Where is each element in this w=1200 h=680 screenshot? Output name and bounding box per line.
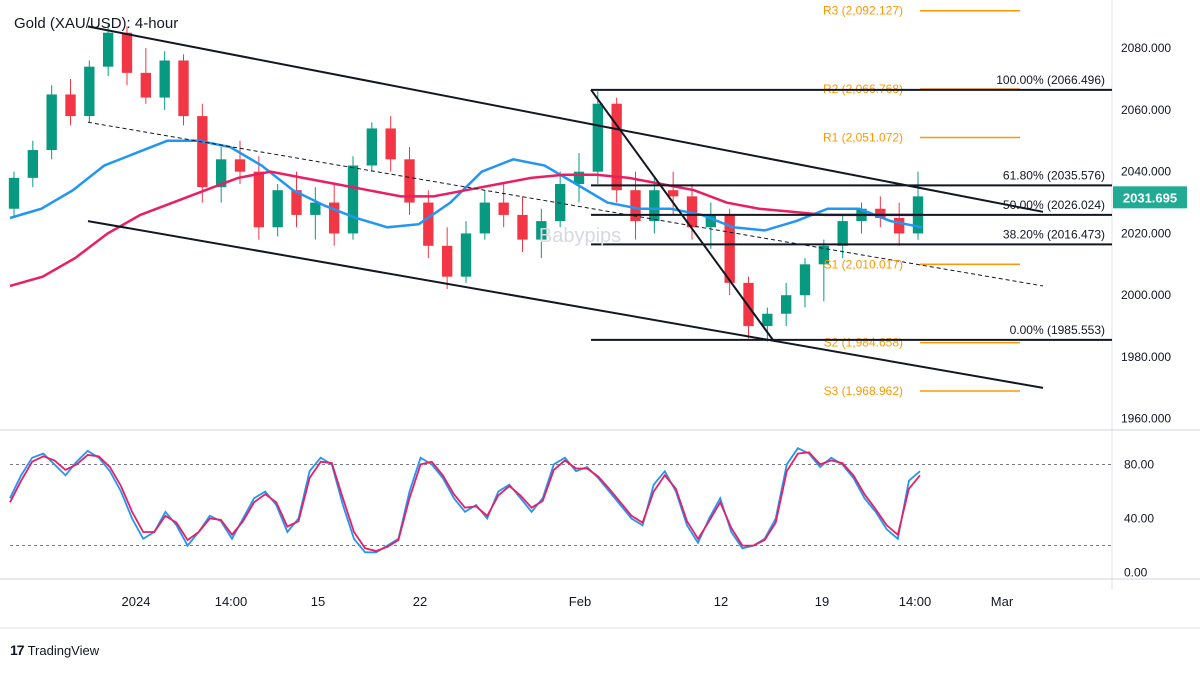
fib-level-label: 0.00% (1985.553) [1010,323,1105,337]
candle-body [102,32,114,67]
fib-level-label: 61.80% (2035.576) [1003,168,1105,182]
candle-body [234,159,246,172]
candle-body [536,221,547,240]
candle-body [705,214,717,228]
price-tick-label: 2060.000 [1121,103,1171,117]
time-tick-label: 19 [815,594,829,609]
candle-body [178,60,189,117]
ma-slow-line [9,170,922,288]
candle-body [818,245,830,265]
candle-body [875,208,886,218]
candle-body [27,150,39,178]
candle-body [498,202,509,215]
candle-body [611,103,622,191]
chart-title: Gold (XAU/USD): 4-hour [14,15,178,32]
candle-body [743,282,754,327]
candle-body [366,128,378,166]
channel-upper-line [87,25,1044,213]
candle-body [780,295,792,314]
candle-body [762,313,773,327]
pivot-level-label: R3 (2,092.127) [823,4,903,18]
time-tick-label: 14:00 [899,594,932,609]
osc-tick-label: 40.00 [1124,512,1154,526]
candle-body [253,171,265,228]
candle-body [385,128,396,160]
osc-series-line [9,451,921,552]
candle-body [724,214,735,283]
footer: 17 TradingView [10,641,99,659]
time-tick-label: 12 [714,594,728,609]
candle-body [893,218,905,234]
time-tick-label: 15 [311,594,325,609]
candle-body [667,190,679,197]
candle-body [460,233,472,277]
candle-body [121,32,133,73]
osc-series-line [9,447,921,554]
pivot-level-label: S3 (1,968.962) [824,384,903,398]
osc-tick-label: 0.00 [1124,566,1148,580]
candle-body [65,94,76,117]
time-tick-label: 2024 [122,594,151,609]
price-tick-label: 1980.000 [1121,350,1171,364]
price-tick-label: 1960.000 [1121,412,1171,426]
channel-mid-line [87,121,1044,287]
pivot-level-label: R1 (2,051.072) [823,130,903,144]
fib-level-label: 50.00% (2026.024) [1003,198,1105,212]
candle-body [441,245,453,277]
tradingview-logo-icon: 17 [10,642,25,658]
fib-level-label: 100.00% (2066.496) [996,73,1105,87]
candle-body [630,190,641,222]
candle-body [347,165,359,234]
candle-body [517,214,528,240]
pivot-level-label: S1 (2,010.017) [824,257,903,271]
last-price-label: 2031.695 [1123,190,1177,205]
time-tick-label: Feb [569,594,591,609]
ma-fast-line [9,139,923,232]
candle-body [310,202,321,215]
candle-body [215,159,227,188]
brand-label: TradingView [27,642,100,658]
candle-body [573,171,585,185]
candle-body [554,184,566,222]
candle-body [837,221,848,246]
last-price-badge [1113,186,1187,209]
candle-body [799,264,811,296]
candle-body [197,116,208,188]
watermark: Babypips [539,225,621,247]
price-tick-label: 2000.000 [1121,288,1171,302]
candle-body [84,66,95,117]
candle-body [159,60,170,98]
channel-lower-line [87,220,1044,389]
time-tick-label: Mar [991,594,1014,609]
candle-body [404,159,415,203]
candle-body [46,94,57,151]
candle-body [140,72,152,98]
candle-body [479,202,491,234]
candle-body [328,202,340,234]
time-tick-label: 22 [413,594,427,609]
candle-body [8,177,20,209]
price-tick-label: 2040.000 [1121,165,1171,179]
candle-body [649,190,660,222]
price-tick-label: 2020.000 [1121,226,1171,240]
candle-body [592,103,604,172]
time-tick-label: 14:00 [215,594,248,609]
candle-body [291,190,302,215]
pivot-level-label: S2 (1,984.658) [824,336,903,350]
fib-level-label: 38.20% (2016.473) [1003,227,1105,241]
price-tick-label: 2080.000 [1121,41,1171,55]
candle-body [423,202,434,246]
candle-body [272,190,283,228]
osc-tick-label: 80.00 [1124,457,1154,471]
